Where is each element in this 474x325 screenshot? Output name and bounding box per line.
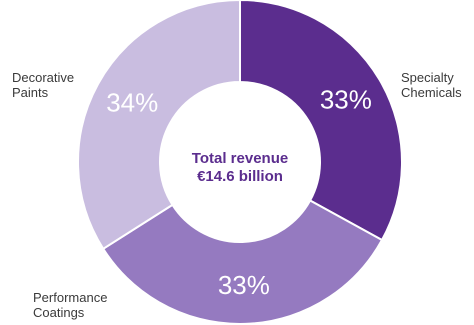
performance-coatings-label-line1: Performance [33,290,108,305]
performance-coatings-percent-label: 33% [218,270,270,300]
decorative-paints-label: Decorative Paints [12,70,74,100]
center-label-total: €14.6 billion [197,168,283,185]
center-label-title: Total revenue [191,150,289,167]
specialty-chemicals-label-line1: Specialty [401,70,454,85]
performance-coatings-label: Performance Coatings [33,290,107,320]
decorative-paints-slice [77,0,241,251]
performance-coatings-slice [101,199,384,325]
specialty-chemicals-label-line2: Chemicals [401,85,462,100]
decorative-paints-label-line2: Paints [12,85,49,100]
performance-coatings-label-line2: Coatings [33,305,85,320]
specialty-chemicals-slice [239,0,403,242]
donut-center-label: Total revenue €14.6 billion [170,150,310,186]
decorative-paints-percent-label: 34% [106,88,158,118]
specialty-chemicals-percent-label: 33% [320,84,372,114]
decorative-paints-label-line1: Decorative [12,70,75,85]
specialty-chemicals-label: Specialty Chemicals [401,70,462,100]
